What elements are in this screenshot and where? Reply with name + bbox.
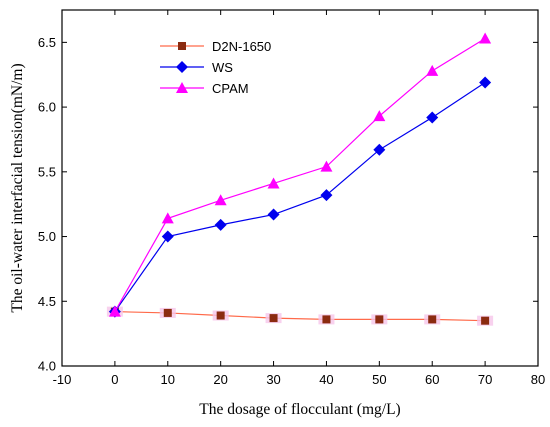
y-axis-title: The oil-water interfacial tension(mN/m)	[9, 63, 26, 312]
square-marker	[163, 308, 172, 317]
triangle-marker	[214, 194, 227, 206]
diamond-marker	[373, 143, 386, 156]
legend-item: WS	[160, 60, 233, 75]
square-marker	[322, 315, 331, 324]
x-axis-title: The dosage of flocculant (mg/L)	[199, 401, 400, 418]
triangle-marker	[373, 110, 386, 122]
y-tick-label: 6.0	[38, 100, 56, 115]
legend-item: D2N-1650	[160, 39, 271, 54]
x-tick-label: -10	[53, 372, 72, 387]
diamond-marker	[161, 230, 174, 243]
x-tick-label: 70	[478, 372, 492, 387]
legend-label: CPAM	[212, 81, 249, 96]
series-line	[114, 311, 486, 322]
square-marker	[216, 311, 225, 320]
legend-diamond-marker	[176, 61, 188, 73]
y-tick-label: 5.5	[38, 164, 56, 179]
y-tick-label: 4.5	[38, 294, 56, 309]
square-marker	[428, 315, 437, 324]
square-marker	[269, 314, 278, 323]
legend-triangle-marker	[176, 82, 188, 93]
x-tick-label: 10	[161, 372, 175, 387]
square-marker	[481, 316, 490, 325]
triangle-marker	[108, 305, 121, 317]
x-tick-label: 80	[531, 372, 545, 387]
x-tick-label: 50	[372, 372, 386, 387]
x-tick-label: 20	[213, 372, 227, 387]
triangle-marker	[320, 160, 333, 172]
x-tick-label: 40	[319, 372, 333, 387]
diamond-marker	[214, 218, 227, 231]
y-tick-label: 4.0	[38, 359, 56, 374]
series-line	[114, 81, 486, 312]
plot-area	[61, 9, 539, 367]
legend-square-marker	[178, 42, 186, 50]
triangle-marker	[161, 212, 174, 224]
legend: D2N-1650 WS CPAM	[160, 39, 271, 96]
series-line	[114, 37, 486, 312]
x-tick-label: 30	[266, 372, 280, 387]
diamond-marker	[267, 208, 280, 221]
triangle-marker	[267, 177, 280, 189]
legend-label: WS	[212, 60, 233, 75]
series-layer	[106, 32, 494, 326]
y-tick-label: 5.0	[38, 229, 56, 244]
diamond-marker	[426, 111, 439, 124]
tick-layer: -10 0 10 20 30 40 50 60 70 80 4.0 4.5 5.0 5.5 6.0 6.5	[38, 10, 545, 387]
legend-item: CPAM	[160, 81, 249, 96]
triangle-marker	[426, 64, 439, 76]
diamond-marker	[320, 189, 333, 202]
series-cpam	[108, 32, 492, 317]
x-tick-label: 0	[111, 372, 118, 387]
x-tick-label: 60	[425, 372, 439, 387]
y-tick-label: 6.5	[38, 35, 56, 50]
square-marker	[375, 315, 384, 324]
triangle-marker	[479, 32, 492, 44]
legend-label: D2N-1650	[212, 39, 271, 54]
diamond-marker	[479, 76, 492, 89]
